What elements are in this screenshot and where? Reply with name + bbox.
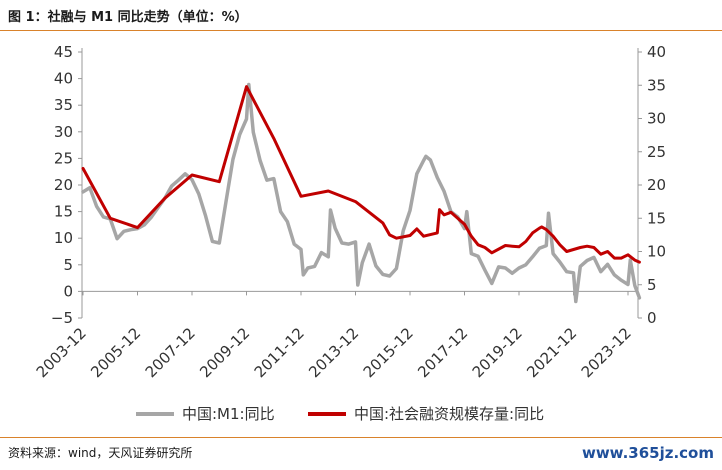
- y-right-tick-label: 20: [647, 176, 666, 194]
- x-tick-label: 2003-12: [33, 324, 90, 381]
- x-tick-label: 2005-12: [87, 324, 144, 381]
- x-tick-label: 2007-12: [142, 324, 199, 381]
- y-left-tick-label: 0: [63, 282, 73, 300]
- footer-rule: [0, 437, 722, 438]
- y-right-tick-label: 0: [647, 309, 657, 327]
- y-right-tick-label: 30: [647, 110, 666, 128]
- y-right-tick-label: 35: [647, 76, 666, 94]
- y-right-tick-label: 25: [647, 143, 666, 161]
- source-note: 资料来源：wind，天风证券研究所: [8, 446, 193, 460]
- y-right-tick-label: 5: [647, 276, 657, 294]
- title-bar: 图 1：社融与 M1 同比走势（单位：%）: [0, 0, 722, 30]
- x-tick-label: 2017-12: [414, 324, 471, 381]
- social-financing-yoy-line: [81, 85, 641, 264]
- m1-yoy-line: [81, 82, 642, 304]
- y-left-tick-label: 45: [54, 43, 73, 61]
- x-tick-label: 2023-12: [578, 324, 635, 381]
- y-left-tick-label: 5: [63, 256, 73, 274]
- y-left-tick-label: −5: [51, 309, 73, 327]
- y-left-tick-label: 35: [54, 96, 73, 114]
- y-left-tick-label: 10: [54, 229, 73, 247]
- legend: 中国:M1:同比 中国:社会融资规模存量:同比: [136, 405, 544, 423]
- y-left-tick-label: 40: [54, 70, 73, 88]
- chart-title: 图 1：社融与 M1 同比走势（单位：%）: [8, 10, 248, 25]
- y-right-tick-label: 40: [647, 43, 666, 61]
- legend-item-social-financing-label: 中国:社会融资规模存量:同比: [354, 405, 544, 423]
- watermark: www.365jz.com: [581, 444, 714, 462]
- x-tick-label: 2019-12: [469, 324, 526, 381]
- x-tick-label: 2009-12: [196, 324, 253, 381]
- x-tick-label: 2011-12: [251, 324, 308, 381]
- x-tick-label: 2021-12: [523, 324, 580, 381]
- x-tick-label: 2015-12: [360, 324, 417, 381]
- chart-canvas: −5 0 5 10 15 20 25 30 35 40 45 0 5 10 15 20 25 30 35 40 2003…: [33, 43, 666, 423]
- axes-layer: −5 0 5 10 15 20 25 30 35 40 45 0 5 10 15 20 25 30 35 40 2003…: [33, 43, 666, 381]
- legend-item-m1-label: 中国:M1:同比: [182, 405, 275, 423]
- series-layer: [81, 82, 642, 304]
- y-left-tick-label: 20: [54, 176, 73, 194]
- title-rule: [0, 30, 722, 31]
- y-right-tick-label: 15: [647, 209, 666, 227]
- y-right-tick-label: 10: [647, 243, 666, 261]
- x-tick-label: 2013-12: [305, 324, 362, 381]
- y-left-tick-label: 30: [54, 123, 73, 141]
- y-left-tick-label: 25: [54, 149, 73, 167]
- y-left-tick-label: 15: [54, 203, 73, 221]
